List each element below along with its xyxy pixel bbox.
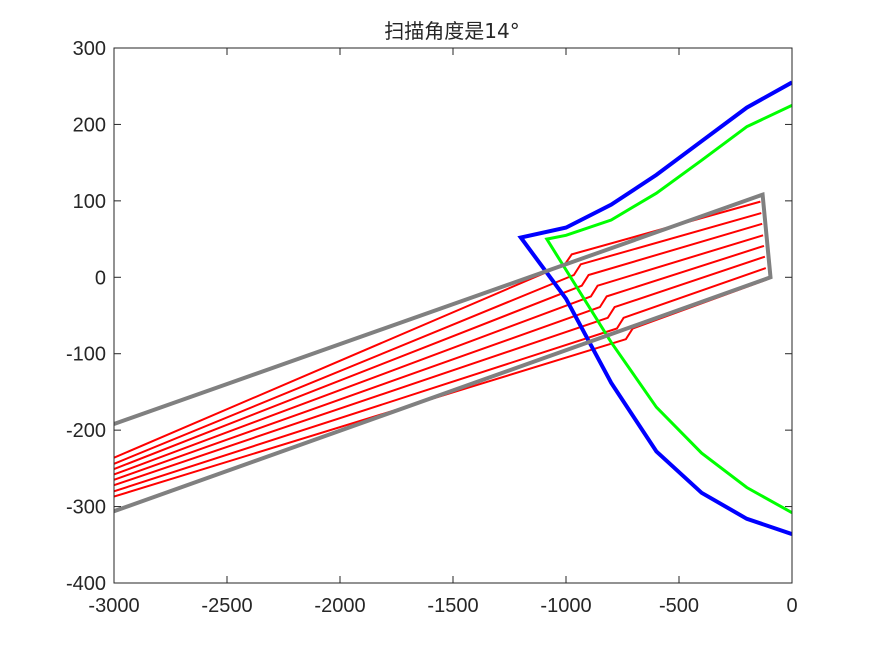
y-axis: -400 -300 -200 -100 0 100 200 300 xyxy=(66,38,792,595)
y-tick-label: -300 xyxy=(66,497,106,519)
ray-line-4 xyxy=(114,234,764,476)
x-tick-label: -2000 xyxy=(314,595,365,617)
ray-line-3 xyxy=(114,222,763,471)
y-tick-label: 300 xyxy=(73,38,106,60)
x-tick-label: -2500 xyxy=(201,595,252,617)
green-boundary-line xyxy=(544,103,792,515)
y-tick-label: -200 xyxy=(66,420,106,442)
gray-beam-outline xyxy=(114,191,773,514)
blue-boundary-line xyxy=(517,80,792,536)
y-tick-label: -100 xyxy=(66,344,106,366)
x-axis: -3000 -2500 -2000 -1500 -1000 -500 0 xyxy=(88,48,798,617)
ray-line-2 xyxy=(114,212,762,465)
x-tick-label: -1000 xyxy=(540,595,591,617)
x-tick-label: 0 xyxy=(786,595,797,617)
y-tick-label: -400 xyxy=(66,573,106,595)
ray-line-6 xyxy=(114,255,766,487)
data-layer xyxy=(114,80,792,536)
y-tick-label: 0 xyxy=(95,267,106,289)
y-tick-label: 200 xyxy=(73,114,106,136)
ray-line-5 xyxy=(114,244,765,481)
y-tick-label: 100 xyxy=(73,191,106,213)
x-tick-label: -3000 xyxy=(88,595,139,617)
x-tick-label: -1500 xyxy=(427,595,478,617)
x-tick-label: -500 xyxy=(659,595,699,617)
chart-title: 扫描角度是14° xyxy=(384,19,519,43)
ray-line-7 xyxy=(114,267,767,493)
